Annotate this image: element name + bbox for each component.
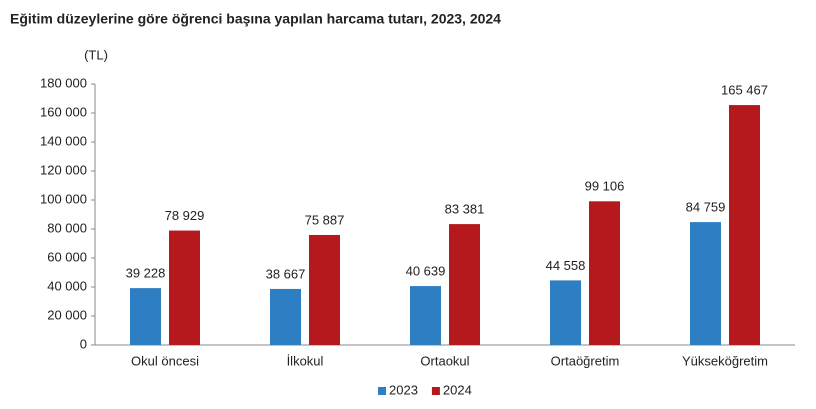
value-label: 83 381 — [445, 202, 485, 217]
value-label: 165 467 — [721, 83, 768, 98]
bar — [410, 286, 441, 345]
legend-swatch — [378, 387, 386, 395]
y-tick-label: 140 000 — [40, 133, 87, 148]
bar — [589, 201, 620, 345]
bar — [550, 280, 581, 345]
chart-title: Eğitim düzeylerine göre öğrenci başına y… — [10, 11, 501, 27]
legend-swatch — [431, 387, 440, 395]
x-tick-label: Yükseköğretim — [682, 353, 768, 368]
y-tick-label: 80 000 — [47, 220, 87, 235]
bar — [309, 234, 340, 345]
x-tick-label: Ortaöğretim — [551, 353, 620, 368]
y-tick-label: 160 000 — [40, 104, 87, 119]
bar — [130, 288, 161, 345]
legend-label: 2023 — [389, 382, 418, 397]
bar — [729, 105, 760, 346]
legend-label: 2024 — [443, 382, 472, 397]
y-tick-label: 40 000 — [47, 278, 87, 293]
y-tick-label: 100 000 — [40, 191, 87, 206]
value-label: 44 558 — [546, 258, 586, 273]
y-unit: (TL) — [84, 47, 108, 62]
value-label: 38 667 — [266, 266, 306, 281]
bar — [449, 224, 480, 345]
value-label: 40 639 — [406, 264, 446, 279]
y-tick-label: 0 — [80, 336, 87, 351]
value-label: 99 106 — [585, 179, 625, 194]
x-tick-label: Ortaokul — [420, 353, 469, 368]
value-label: 75 887 — [305, 212, 345, 227]
y-tick-label: 180 000 — [40, 75, 87, 90]
bar — [690, 222, 721, 345]
bar — [270, 288, 301, 345]
value-label: 84 759 — [686, 200, 726, 215]
value-label: 78 929 — [165, 208, 205, 223]
x-tick-label: İlkokul — [287, 353, 324, 368]
bar — [169, 230, 200, 345]
y-tick-label: 20 000 — [47, 307, 87, 322]
y-tick-label: 120 000 — [40, 162, 87, 177]
value-label: 39 228 — [126, 266, 166, 281]
x-tick-label: Okul öncesi — [131, 353, 199, 368]
y-tick-label: 60 000 — [47, 249, 87, 264]
